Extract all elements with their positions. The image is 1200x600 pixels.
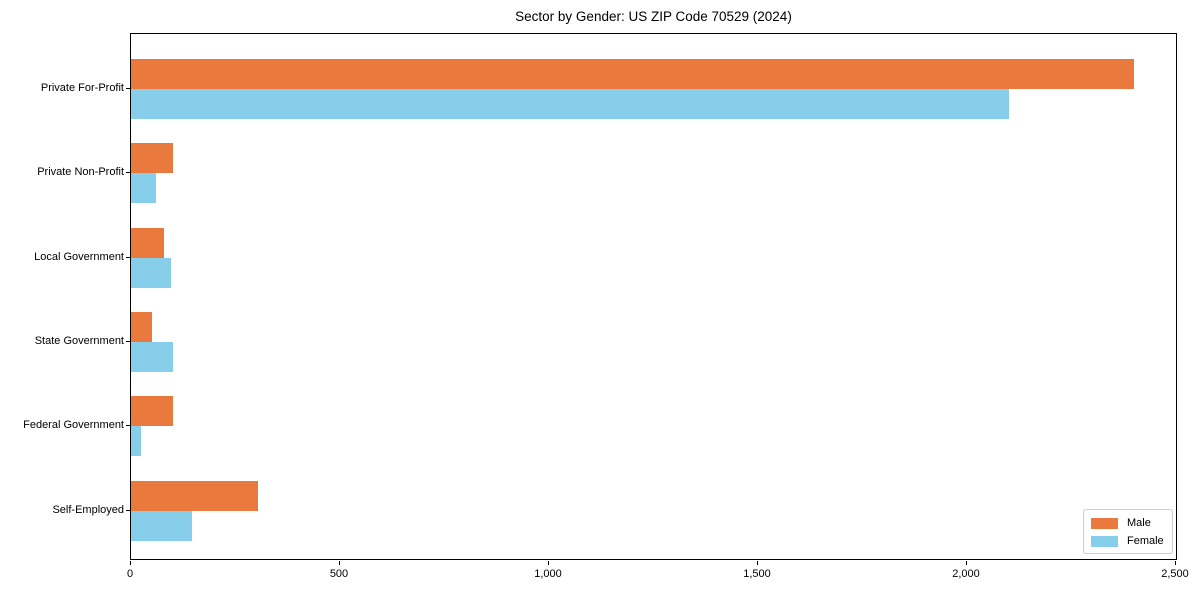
y-axis-label: Self-Employed <box>52 503 124 516</box>
legend-swatch-male <box>1091 517 1118 529</box>
x-tick-label: 0 <box>126 568 134 580</box>
bar-female <box>131 426 141 457</box>
plot-area <box>130 33 1177 560</box>
bar-male <box>131 480 258 511</box>
y-tick-mark <box>126 340 130 342</box>
y-axis-label: Private Non-Profit <box>37 166 124 179</box>
x-tick-label: 1,000 <box>534 568 562 580</box>
x-tick-label: 500 <box>329 568 349 580</box>
bar-female <box>131 257 171 288</box>
x-tick-label: 1,500 <box>743 568 771 580</box>
bar-female <box>131 89 1009 119</box>
bar-male <box>131 396 173 427</box>
legend-swatch-female <box>1091 535 1118 547</box>
x-tick-mark <box>757 561 758 565</box>
y-tick-mark <box>126 425 130 427</box>
x-tick-mark <box>339 561 340 565</box>
legend-label: Male <box>1127 516 1151 529</box>
x-tick-mark <box>966 561 967 565</box>
bar-male <box>131 59 1134 89</box>
legend: Male Female <box>1083 509 1173 554</box>
y-axis-label: State Government <box>34 334 124 347</box>
bar-male <box>131 227 164 258</box>
x-tick-label: 2,500 <box>1161 568 1189 580</box>
y-axis-label: Federal Government <box>23 419 124 432</box>
y-axis-label: Private For-Profit <box>40 82 124 94</box>
legend-item-male: Male <box>1091 517 1165 530</box>
x-tick-mark <box>130 561 131 565</box>
bar-female <box>131 341 173 372</box>
legend-label: Female <box>1127 534 1164 547</box>
y-axis-label: Local Government <box>34 250 124 263</box>
x-tick-label: 2,000 <box>952 568 980 580</box>
y-tick-mark <box>126 172 130 174</box>
bar-male <box>131 143 173 174</box>
x-tick-mark <box>1175 561 1176 565</box>
chart-title: Sector by Gender: US ZIP Code 70529 (202… <box>515 9 792 24</box>
y-tick-mark <box>126 256 130 258</box>
bar-female <box>131 510 192 541</box>
y-tick-mark <box>126 509 130 511</box>
y-tick-mark <box>126 88 130 89</box>
bar-female <box>131 173 156 204</box>
bar-male <box>131 311 152 342</box>
legend-item-female: Female <box>1091 535 1165 548</box>
x-tick-mark <box>548 561 549 565</box>
